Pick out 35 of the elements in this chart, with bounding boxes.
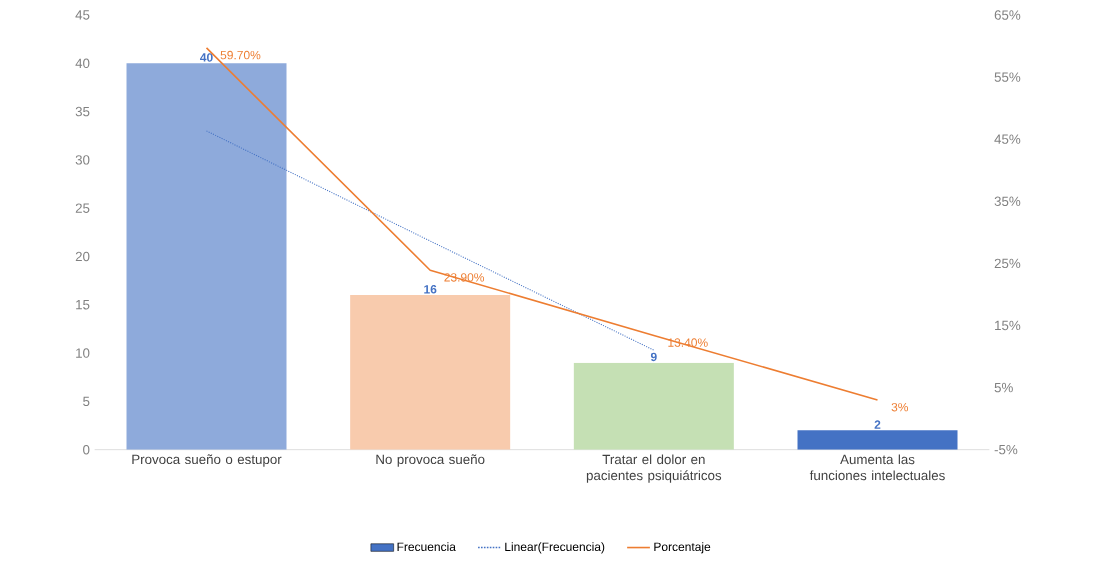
y-tick-label: 45	[75, 10, 90, 20]
y-tick-label: 25	[75, 203, 90, 213]
y-tick-label: 15	[76, 300, 90, 310]
x-tick-label: Aumenta las funciones intelectuales	[809, 454, 945, 481]
x-tick-label: Provoca sueño o estupor	[132, 454, 282, 467]
legend-label: Linear(Frecuencia)	[505, 542, 605, 554]
y2-tick-label: 25%	[994, 258, 1021, 269]
y2-tick-label: 15%	[995, 320, 1021, 331]
legend-label: Frecuencia	[397, 542, 456, 552]
y2-tick-label: 55%	[994, 72, 1021, 82]
bar	[797, 430, 958, 450]
x-tick-label: Tratar el dolor en pacientes psiquiátricos	[586, 454, 722, 483]
y-tick-label: 0	[83, 444, 90, 455]
y2-tick-label: -5%	[994, 444, 1018, 455]
data-label: 59.70%	[220, 50, 261, 60]
data-label: 16	[424, 285, 437, 294]
bar	[126, 63, 287, 450]
y-tick-label: 5	[83, 396, 90, 407]
data-label: 9	[650, 352, 657, 362]
y2-tick-label: 65%	[994, 10, 1021, 20]
y2-tick-label: 5%	[994, 382, 1013, 393]
bar	[573, 362, 734, 450]
data-label: 40	[200, 53, 213, 62]
y-tick-label: 40	[75, 58, 90, 69]
y2-tick-label: 35%	[994, 196, 1021, 206]
bar	[350, 295, 511, 450]
y-tick-label: 35	[75, 106, 90, 117]
data-label: 3%	[891, 402, 909, 412]
y-tick-label: 30	[75, 155, 90, 165]
y2-tick-label: 45%	[994, 134, 1021, 144]
y-tick-label: 10	[76, 348, 90, 358]
y-tick-label: 20	[75, 251, 90, 262]
x-tick-label: No provoca sueño	[376, 454, 485, 467]
data-label: 2	[874, 420, 881, 429]
legend-label: Porcentaje	[654, 542, 711, 554]
